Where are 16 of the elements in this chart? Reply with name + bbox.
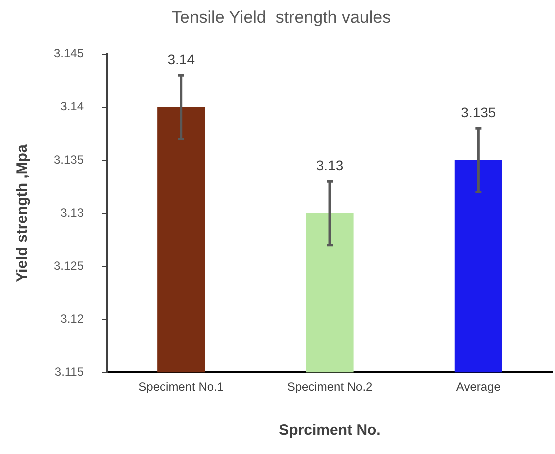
y-tick-label: 3.145 bbox=[54, 46, 84, 61]
x-tick-label: Average bbox=[456, 380, 502, 394]
y-axis-title: Yield strength ,Mpa bbox=[14, 144, 32, 282]
x-axis-title: Sprciment No. bbox=[279, 422, 381, 440]
x-tick-label: Speciment No.2 bbox=[287, 380, 374, 394]
y-tick-label: 3.14 bbox=[60, 100, 84, 114]
y-tick-label: 3.12 bbox=[60, 312, 84, 326]
y-tick-label: 3.135 bbox=[54, 152, 84, 167]
y-tick-label: 3.125 bbox=[54, 258, 84, 273]
data-label: 3.14 bbox=[168, 51, 196, 68]
y-tick-label: 3.115 bbox=[54, 364, 84, 379]
data-label: 3.13 bbox=[316, 158, 344, 174]
y-tick-label: 3.13 bbox=[60, 206, 84, 220]
chart-title: Tensile Yield strength vaules bbox=[172, 8, 392, 27]
data-label: 3.135 bbox=[461, 104, 496, 121]
x-tick-label: Speciment No.1 bbox=[138, 380, 224, 394]
